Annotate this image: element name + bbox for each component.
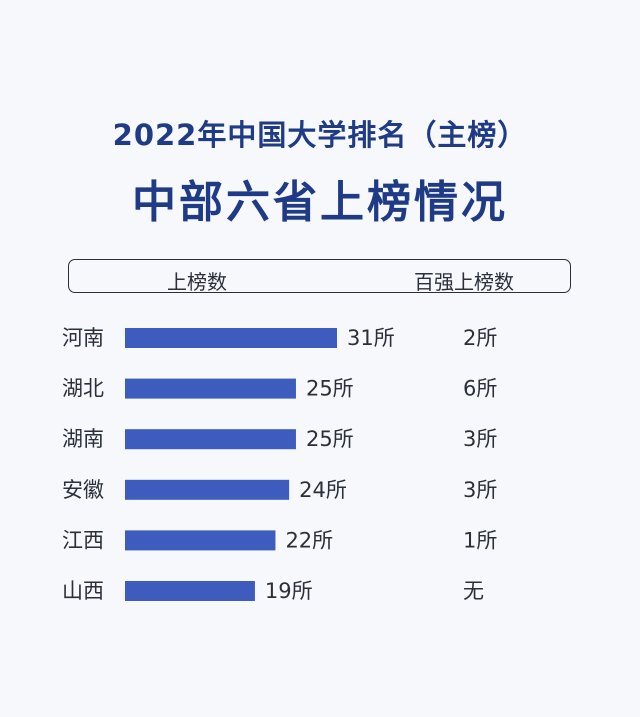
bar <box>125 479 290 500</box>
category-label: 河南 <box>62 326 104 350</box>
category-label: 湖北 <box>62 377 104 401</box>
bar <box>125 328 337 348</box>
category-label: 安徽 <box>62 478 104 502</box>
column-header-count: 上榜数 <box>167 270 227 294</box>
top100-label: 1所 <box>463 528 497 552</box>
top100-label: 6所 <box>463 377 497 401</box>
chart-subtitle: 中部六省上榜情况 <box>132 177 508 228</box>
column-header-box: 上榜数 百强上榜数 <box>68 259 571 294</box>
category-label: 山西 <box>62 579 104 603</box>
category-label: 江西 <box>62 528 104 552</box>
top100-label: 3所 <box>463 427 497 451</box>
value-label: 24所 <box>299 478 347 502</box>
top100-label: 无 <box>463 579 484 603</box>
bar <box>125 378 296 399</box>
chart-title: 2022年中国大学排名（主榜） <box>112 118 528 152</box>
value-label: 19所 <box>265 579 313 603</box>
value-label: 25所 <box>306 427 354 451</box>
top100-label: 2所 <box>463 326 497 350</box>
top100-label: 3所 <box>463 478 497 502</box>
bar <box>125 530 276 551</box>
value-label: 25所 <box>306 377 354 401</box>
bar <box>125 581 255 601</box>
column-header-top100: 百强上榜数 <box>414 270 514 294</box>
value-label: 22所 <box>285 528 333 552</box>
value-label: 31所 <box>347 326 395 350</box>
category-label: 湖南 <box>62 427 104 451</box>
bar <box>125 429 296 450</box>
